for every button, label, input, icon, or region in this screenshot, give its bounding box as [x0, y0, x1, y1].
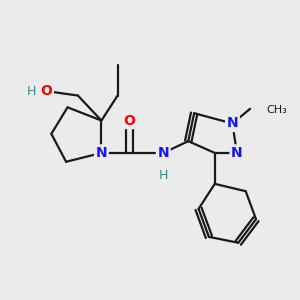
Text: N: N: [96, 146, 107, 160]
Text: N: N: [231, 146, 243, 160]
Text: O: O: [40, 84, 52, 98]
Text: CH₃: CH₃: [266, 105, 287, 115]
Text: N: N: [226, 116, 238, 130]
Text: O: O: [124, 114, 135, 128]
Text: N: N: [158, 146, 169, 160]
Text: H: H: [159, 169, 168, 182]
Text: H: H: [27, 85, 36, 98]
